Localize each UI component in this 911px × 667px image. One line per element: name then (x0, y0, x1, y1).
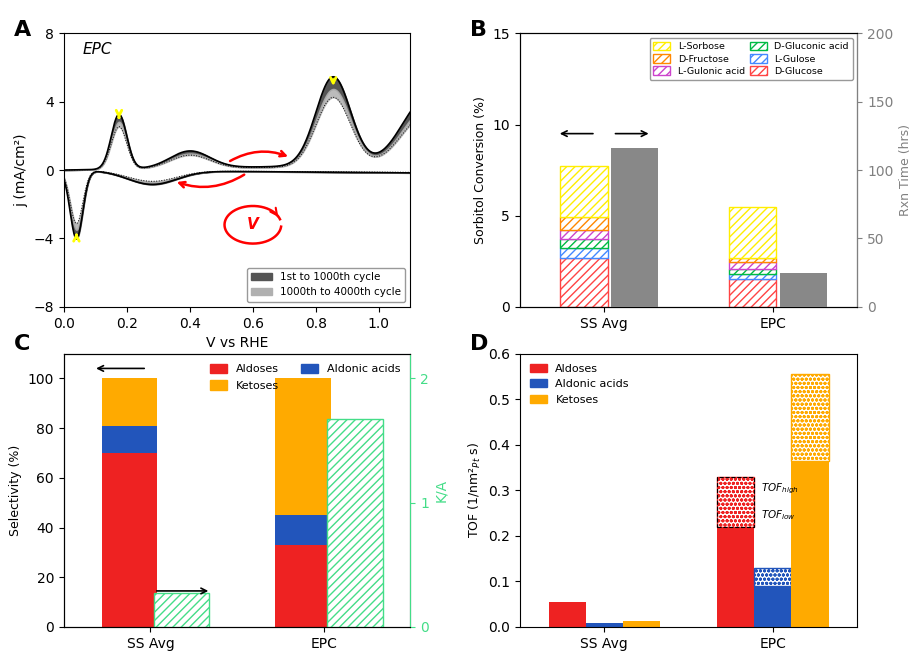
Text: V: V (247, 217, 259, 232)
Bar (728, 279, 775, 307)
Bar (716, 527, 753, 627)
Bar (791, 461, 828, 627)
Bar (102, 453, 158, 627)
Bar (327, 420, 383, 627)
Bar (622, 621, 660, 627)
Bar (559, 249, 607, 257)
Bar (585, 624, 622, 627)
Legend: Aldoses, Ketoses, Aldonic acids: Aldoses, Ketoses, Aldonic acids (206, 359, 404, 395)
Bar (548, 602, 585, 627)
Bar (753, 586, 791, 627)
Bar (728, 274, 775, 279)
Y-axis label: Rxn Time (hrs): Rxn Time (hrs) (898, 124, 911, 216)
Y-axis label: TOF (1/nm²$_{Pt}$ s): TOF (1/nm²$_{Pt}$ s) (466, 442, 482, 538)
Bar (791, 374, 828, 461)
Bar (559, 167, 607, 217)
Text: B: B (469, 20, 486, 40)
Text: $TOF_{high}$: $TOF_{high}$ (761, 481, 798, 496)
Bar (728, 257, 775, 262)
Bar (275, 515, 331, 545)
X-axis label: V vs RHE: V vs RHE (206, 336, 268, 350)
Y-axis label: Sorbitol Conversion (%): Sorbitol Conversion (%) (474, 96, 486, 244)
Bar (154, 594, 210, 627)
Bar (102, 426, 158, 453)
Bar (728, 262, 775, 269)
Bar (559, 257, 607, 307)
Legend: 1st to 1000th cycle, 1000th to 4000th cycle: 1st to 1000th cycle, 1000th to 4000th cy… (246, 268, 404, 301)
Legend: Aldoses, Aldonic acids, Ketoses: Aldoses, Aldonic acids, Ketoses (525, 359, 632, 409)
Bar (610, 148, 658, 307)
Bar (728, 207, 775, 257)
Text: A: A (14, 20, 31, 40)
Bar (753, 568, 791, 586)
Text: EPC: EPC (83, 42, 112, 57)
Text: D: D (469, 334, 487, 354)
Y-axis label: j (mA/cm²): j (mA/cm²) (14, 133, 28, 207)
Bar (716, 476, 753, 527)
Text: C: C (14, 334, 30, 354)
Bar (559, 217, 607, 230)
Bar (102, 378, 158, 426)
Bar (559, 230, 607, 239)
Bar (275, 378, 331, 515)
Bar (559, 239, 607, 249)
Legend: L-Sorbose, D-Fructose, L-Gulonic acid, D-Gluconic acid, L-Gulose, D-Glucose: L-Sorbose, D-Fructose, L-Gulonic acid, D… (649, 38, 852, 79)
Y-axis label: K/A: K/A (434, 479, 448, 502)
Y-axis label: Selectivity (%): Selectivity (%) (9, 445, 22, 536)
Bar (728, 269, 775, 274)
Text: $TOF_{low}$: $TOF_{low}$ (761, 508, 795, 522)
Bar (779, 273, 826, 307)
Bar (275, 545, 331, 627)
